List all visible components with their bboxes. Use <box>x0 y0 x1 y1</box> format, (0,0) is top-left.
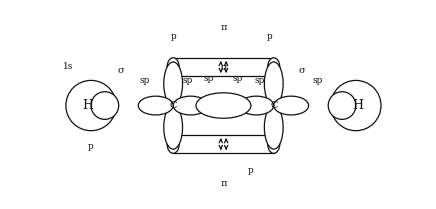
Text: H: H <box>352 99 363 112</box>
Bar <box>173 58 274 76</box>
Text: sp: sp <box>182 76 192 85</box>
Text: p: p <box>247 166 253 175</box>
Text: sp: sp <box>140 76 150 85</box>
Text: p: p <box>88 142 94 151</box>
Text: σ: σ <box>220 64 227 73</box>
Ellipse shape <box>268 58 280 76</box>
Ellipse shape <box>173 96 208 115</box>
Ellipse shape <box>239 96 274 115</box>
Ellipse shape <box>196 93 251 118</box>
Text: σ: σ <box>299 66 306 75</box>
Ellipse shape <box>91 92 119 119</box>
Text: C: C <box>270 101 277 110</box>
Ellipse shape <box>167 58 179 76</box>
Ellipse shape <box>138 96 173 115</box>
Ellipse shape <box>264 106 283 149</box>
Ellipse shape <box>328 92 356 119</box>
Ellipse shape <box>164 106 183 149</box>
Text: C: C <box>170 101 177 110</box>
Text: 1s: 1s <box>63 62 74 71</box>
Text: π: π <box>220 23 227 32</box>
Text: π: π <box>220 179 227 188</box>
Ellipse shape <box>274 96 309 115</box>
Bar <box>173 135 274 153</box>
Text: σ: σ <box>118 66 125 75</box>
Ellipse shape <box>164 62 183 106</box>
Text: sp: sp <box>204 74 214 83</box>
Ellipse shape <box>167 135 179 153</box>
Ellipse shape <box>268 135 280 153</box>
Ellipse shape <box>66 80 116 131</box>
Ellipse shape <box>264 62 283 106</box>
Text: p: p <box>170 32 176 41</box>
Text: p: p <box>267 32 272 41</box>
Ellipse shape <box>331 80 381 131</box>
Text: sp: sp <box>312 76 323 85</box>
Text: H: H <box>82 99 93 112</box>
Text: sp: sp <box>233 74 243 83</box>
Text: sp: sp <box>255 76 265 85</box>
